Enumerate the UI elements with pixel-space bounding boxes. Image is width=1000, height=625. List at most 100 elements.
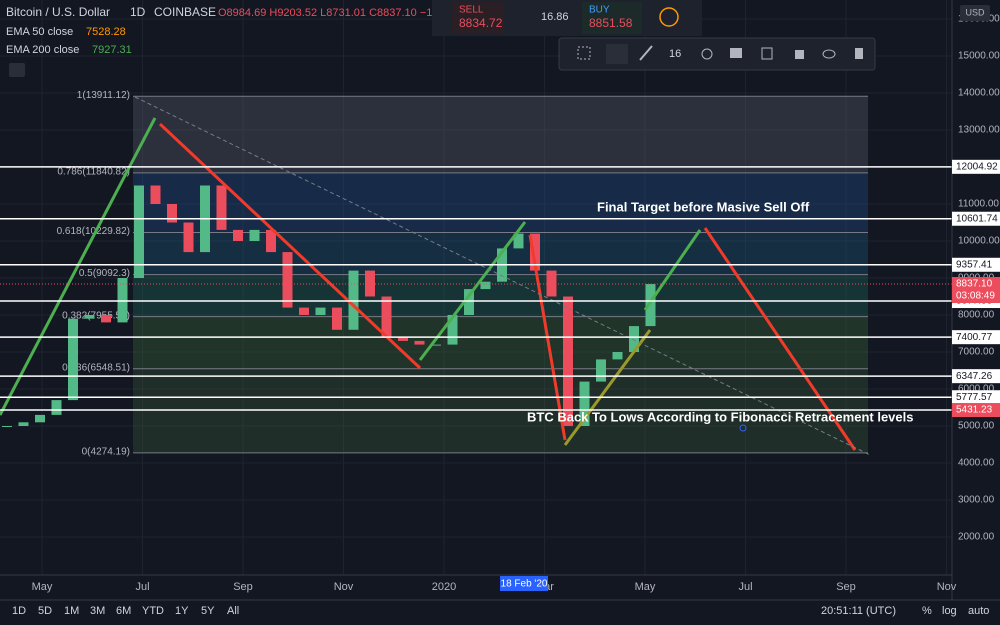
candle	[579, 381, 590, 426]
candle	[167, 204, 177, 223]
x-tick-label: Sep	[233, 581, 253, 593]
interval: 1D	[130, 5, 146, 19]
candle	[431, 344, 441, 346]
tool[interactable]	[606, 44, 628, 64]
x-tick-label: May	[32, 581, 53, 593]
crosshair-date: 18 Feb '20	[501, 579, 548, 590]
font-size[interactable]: 16	[669, 48, 681, 60]
y-tick-label: 7000.00	[958, 347, 995, 358]
fib-band	[133, 172, 868, 233]
range-button[interactable]: 1Y	[175, 605, 189, 617]
x-tick-label: Jul	[135, 581, 149, 593]
price-label-box	[952, 390, 1000, 405]
x-tick-label: Nov	[334, 581, 354, 593]
candle	[2, 426, 12, 427]
auto-toggle[interactable]: auto	[968, 605, 989, 617]
trendline	[158, 122, 422, 370]
range-button[interactable]: 5Y	[201, 605, 215, 617]
candle	[216, 185, 227, 230]
range-button[interactable]: 3M	[90, 605, 105, 617]
currency-badge	[960, 5, 990, 21]
trendline	[563, 329, 652, 446]
currency: USD	[965, 7, 985, 17]
tool[interactable]	[701, 48, 713, 60]
fib-band	[133, 96, 868, 173]
buy-label: BUY	[589, 5, 610, 16]
clock: 20:51:11 (UTC)	[821, 605, 896, 617]
price-labels: 12004.9210601.749357.418377.837400.77634…	[952, 159, 1000, 418]
tool[interactable]	[855, 48, 863, 59]
tool[interactable]	[795, 50, 804, 59]
price-label-box	[952, 403, 1000, 418]
candle	[629, 326, 639, 352]
candle	[332, 307, 342, 330]
range-button[interactable]: 1M	[64, 605, 79, 617]
crosshair-date-badge	[500, 576, 548, 591]
x-tick-label: May	[635, 581, 656, 593]
buy-button[interactable]	[582, 2, 642, 34]
sell-price: 8834.72	[459, 16, 503, 30]
collapse-button[interactable]	[9, 63, 25, 77]
ema200-value: 7927.31	[92, 44, 132, 56]
candle	[18, 422, 29, 426]
candle	[183, 222, 194, 253]
fib-label: 0.236(6548.51)	[62, 362, 130, 373]
percent-toggle[interactable]: %	[922, 605, 932, 617]
candle	[464, 289, 474, 315]
fib-label: 0.382(7955.50)	[62, 310, 130, 321]
y-tick-label: 14000.00	[958, 88, 1000, 99]
range-button[interactable]: 6M	[116, 605, 131, 617]
price-label-box	[952, 257, 1000, 272]
candle	[282, 252, 293, 308]
fib-label: 1(13911.12)	[77, 90, 130, 101]
y-tick-label: 3000.00	[958, 495, 995, 506]
range-buttons: 1D 5D 1M 3M 6M YTD 1Y 5Y All	[12, 605, 239, 617]
range-button[interactable]: 5D	[38, 605, 52, 617]
range-button[interactable]: YTD	[142, 605, 164, 617]
fib-label: 0.786(11840.82)	[57, 167, 130, 178]
y-tick-label: 6000.00	[958, 384, 995, 395]
anchor	[739, 424, 747, 432]
candle	[299, 307, 309, 315]
candle	[348, 270, 359, 330]
x-tick-label: Nov	[937, 581, 957, 593]
tool[interactable]	[639, 45, 653, 61]
candle	[596, 359, 606, 382]
range-button[interactable]: 1D	[12, 605, 26, 617]
y-tick-label: 11000.00	[958, 199, 999, 210]
candle	[84, 315, 95, 319]
drawing-toolbar	[558, 37, 876, 71]
candle	[447, 315, 458, 345]
price-label: 12004.92	[956, 161, 998, 172]
candle	[134, 185, 144, 278]
candle	[249, 229, 260, 241]
price-label: 10601.74	[956, 213, 998, 224]
candle	[266, 229, 276, 253]
price-label: 7400.77	[956, 332, 993, 343]
sell-label: SELL	[459, 5, 484, 16]
candle	[68, 318, 78, 401]
candle	[414, 340, 425, 345]
info-icon[interactable]	[659, 7, 679, 27]
price-label: 9357.41	[956, 259, 993, 270]
countdown: 03:08:49	[956, 291, 995, 302]
log-toggle[interactable]: log	[942, 605, 957, 617]
trendline	[643, 229, 702, 311]
sell-button[interactable]	[452, 2, 504, 34]
price-label-box	[952, 330, 1000, 345]
candle	[480, 281, 491, 290]
candle	[513, 233, 524, 249]
tool[interactable]	[730, 48, 742, 58]
tool[interactable]	[577, 46, 591, 60]
y-tick-label: 15000.00	[958, 51, 1000, 62]
candle	[150, 185, 161, 204]
range-button[interactable]: All	[227, 605, 239, 617]
candle	[612, 352, 623, 360]
bottom-bar	[0, 600, 1000, 625]
y-tick-label: 8000.00	[958, 310, 995, 321]
ema50-label: EMA 50 close	[6, 26, 73, 38]
tool[interactable]	[761, 47, 773, 60]
candle	[35, 414, 45, 423]
tool[interactable]	[822, 49, 836, 59]
y-tick-label: 10000.00	[958, 236, 1000, 247]
